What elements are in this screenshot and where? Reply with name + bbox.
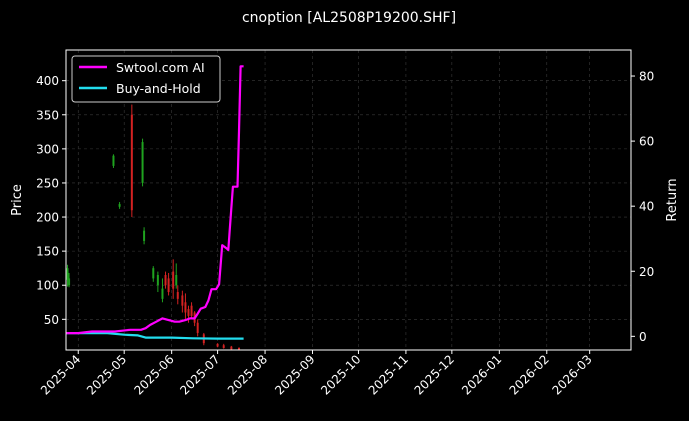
legend-label-buyhold: Buy-and-Hold: [116, 81, 201, 96]
candle-body: [187, 309, 190, 316]
y-tick-label: 200: [36, 211, 59, 225]
y-axis-right: 0 20 40 60 80: [631, 70, 654, 344]
candle-body: [176, 292, 179, 299]
y-axis-label: Price: [10, 184, 25, 216]
y2-tick-label: 40: [639, 200, 654, 214]
legend: Swtool.com AI Buy-and-Hold: [71, 55, 221, 103]
y2-tick-label: 80: [639, 70, 654, 84]
legend-box: [71, 55, 221, 103]
candle-body: [196, 322, 199, 333]
candle-body: [141, 142, 144, 183]
candle-body: [190, 305, 193, 316]
candle-body: [172, 271, 175, 289]
candle-body: [161, 288, 164, 299]
candle-body: [143, 230, 146, 241]
candle-body: [68, 278, 71, 286]
series-line-strategy: [66, 65, 244, 335]
candle-body: [216, 343, 219, 347]
legend-label-strategy: Swtool.com AI: [116, 60, 205, 75]
candle-body: [152, 268, 155, 279]
candle-body: [167, 278, 170, 293]
y-tick-label: 100: [36, 279, 59, 293]
y2-tick-label: 60: [639, 135, 654, 149]
y2-axis-label: Return: [665, 178, 680, 221]
y2-tick-label: 0: [639, 330, 647, 344]
candle-body: [164, 275, 167, 286]
series-line-buyhold: [66, 332, 244, 340]
candle-body: [222, 345, 225, 348]
candle-body: [238, 347, 241, 350]
candle-body: [130, 114, 133, 211]
y-tick-label: 300: [36, 142, 59, 156]
candle-body: [184, 302, 187, 313]
series-lines: [66, 65, 244, 340]
chart-title: cnoption [AL2508P19200.SHF]: [242, 10, 456, 26]
y-tick-label: 150: [36, 245, 59, 259]
y2-tick-label: 20: [639, 265, 654, 279]
candle-body: [181, 295, 184, 306]
y-axis-left: 50 100 150 200 250 300 350 400: [36, 74, 66, 327]
y-tick-label: 250: [36, 176, 59, 190]
candle-body: [156, 275, 159, 286]
plot-frame: [65, 49, 632, 351]
candles: [66, 104, 241, 350]
candle-body: [230, 346, 233, 350]
candle-body: [118, 204, 121, 207]
y-tick-label: 350: [36, 108, 59, 122]
y-tick-label: 50: [44, 313, 59, 327]
y-tick-label: 400: [36, 74, 59, 88]
candle-body: [112, 155, 115, 166]
candle-body: [66, 268, 69, 280]
candle-body: [175, 275, 178, 286]
